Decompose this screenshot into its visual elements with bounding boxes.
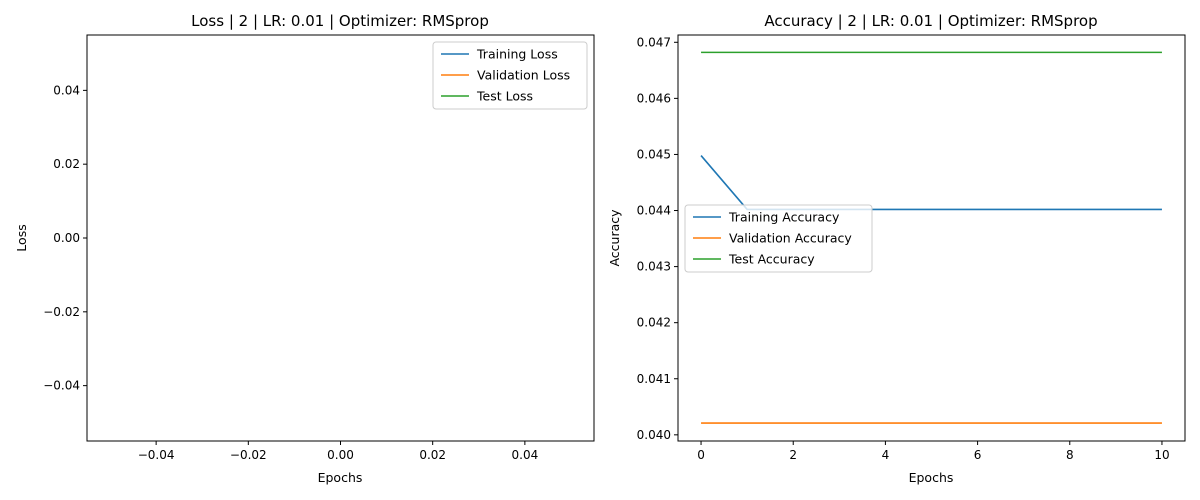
accuracy-y-tick-label: 0.041: [637, 372, 671, 386]
loss-legend-box: [432, 41, 588, 110]
accuracy-y-tick-label: 0.043: [637, 260, 671, 274]
loss-y-tick-label: 0.00: [53, 231, 80, 245]
loss-x-tick-label: −0.02: [230, 448, 267, 462]
accuracy-chart: Accuracy | 2 | LR: 0.01 | Optimizer: RMS…: [607, 12, 1186, 485]
accuracy-y-tick-label: 0.044: [637, 204, 671, 218]
accuracy-x-tick-label: 10: [1154, 448, 1169, 462]
accuracy-x-tick-label: 0: [697, 448, 705, 462]
accuracy-y-tick-label: 0.047: [637, 35, 671, 49]
accuracy-x-axis-label: Epochs: [909, 470, 954, 485]
accuracy-x-tick-label: 6: [974, 448, 982, 462]
loss-x-tick-label: 0.02: [419, 448, 446, 462]
accuracy-y-tick-label: 0.040: [637, 428, 671, 442]
loss-x-tick-label: −0.04: [138, 448, 175, 462]
accuracy-x-tick-label: 8: [1066, 448, 1074, 462]
accuracy-legend-label: Validation Accuracy: [729, 231, 852, 246]
loss-y-axis-label: Loss: [14, 224, 29, 251]
accuracy-legend-box: [684, 204, 873, 273]
accuracy-x-tick-label: 2: [789, 448, 797, 462]
accuracy-chart-title: Accuracy | 2 | LR: 0.01 | Optimizer: RMS…: [764, 12, 1097, 30]
loss-legend-label: Test Loss: [476, 89, 533, 104]
loss-legend-label: Validation Loss: [477, 68, 570, 83]
accuracy-plot-frame: [677, 34, 1186, 442]
accuracy-y-tick-label: 0.045: [637, 147, 671, 161]
loss-legend: Training Loss Validation Loss Test Loss: [432, 41, 588, 110]
accuracy-legend-label: Training Accuracy: [728, 210, 840, 225]
accuracy-y-tick-label: 0.046: [637, 91, 671, 105]
loss-y-tick-label: −0.02: [43, 305, 80, 319]
loss-legend-label: Training Loss: [476, 47, 558, 62]
loss-x-axis-label: Epochs: [318, 470, 363, 485]
loss-x-tick-label: 0.04: [512, 448, 539, 462]
accuracy-legend-label: Test Accuracy: [728, 252, 815, 267]
loss-y-tick-label: −0.04: [43, 379, 80, 393]
loss-chart-title: Loss | 2 | LR: 0.01 | Optimizer: RMSprop: [191, 12, 489, 30]
loss-chart: Loss | 2 | LR: 0.01 | Optimizer: RMSprop…: [14, 12, 595, 485]
loss-y-tick-label: 0.02: [53, 157, 80, 171]
loss-y-tick-label: 0.04: [53, 83, 80, 97]
accuracy-legend: Training Accuracy Validation Accuracy Test…: [684, 204, 873, 273]
loss-x-tick-label: 0.00: [327, 448, 354, 462]
accuracy-x-tick-label: 4: [882, 448, 890, 462]
accuracy-y-tick-label: 0.042: [637, 316, 671, 330]
accuracy-y-axis-label: Accuracy: [607, 209, 622, 267]
